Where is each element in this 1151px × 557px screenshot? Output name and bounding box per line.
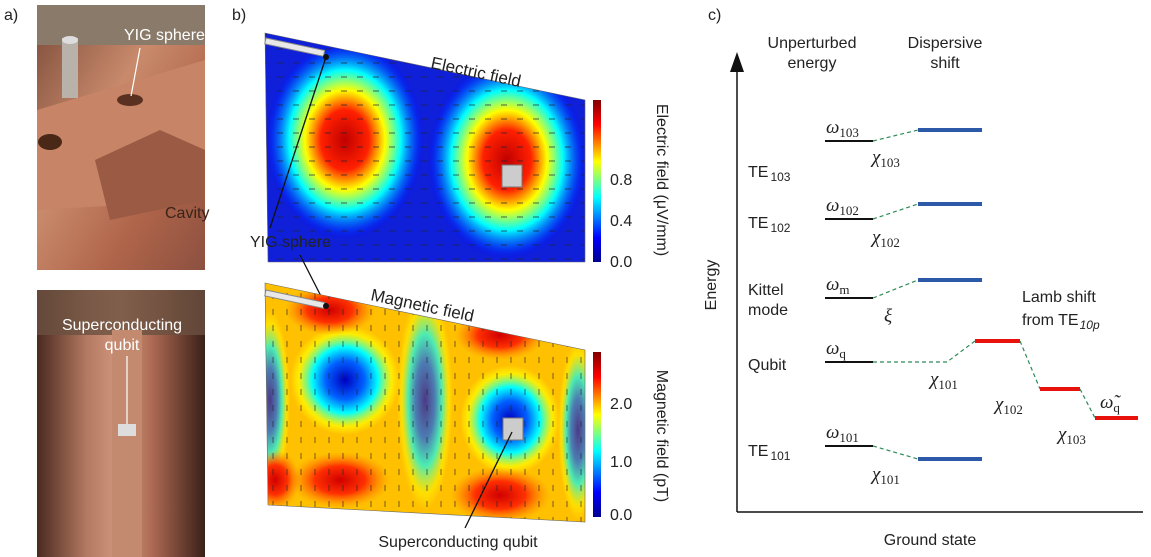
symbol: ω	[826, 422, 839, 443]
omega: ω101	[826, 422, 859, 445]
shift: χ103	[1056, 424, 1086, 447]
symbol-sub: 102	[880, 235, 900, 250]
annotation: Superconducting	[62, 317, 182, 334]
symbol: ω	[826, 195, 839, 216]
connector	[873, 130, 918, 141]
omega: ω103	[826, 117, 859, 140]
level-sub: 103	[770, 170, 790, 184]
yig-sphere	[323, 303, 329, 309]
panel-label: b)	[232, 7, 246, 24]
colorbar-label: Magnetic field (pT)	[653, 370, 670, 503]
shift: ξ	[884, 306, 893, 327]
connector	[1080, 389, 1095, 418]
shift: χ101	[928, 369, 958, 392]
symbol-sub: 103	[1066, 432, 1086, 447]
photo-cavity	[37, 5, 205, 270]
colorbar-label: Electric field (μV/mm)	[653, 104, 670, 256]
connector	[873, 341, 975, 362]
axis-label: Energy	[703, 260, 720, 311]
symbol: ω	[826, 274, 839, 295]
symbol-sub: 103	[880, 155, 900, 170]
colorbar-tick: 0.0	[610, 254, 632, 271]
symbol-sub: q	[1113, 400, 1120, 415]
panel-label: a)	[4, 7, 18, 24]
shift: χ103	[870, 147, 900, 170]
level-name: TE	[748, 164, 768, 181]
lamb-shift-label: from TE10p	[1022, 312, 1100, 332]
level-sub: 101	[770, 449, 790, 463]
symbol-sub: 103	[839, 125, 859, 140]
final-qubit: ω̃q	[1100, 392, 1121, 415]
column-header: Unperturbed	[768, 35, 857, 52]
symbol: χ	[870, 464, 881, 485]
symbol: ω	[826, 338, 839, 359]
symbol: χ	[870, 147, 881, 168]
connector	[1020, 341, 1040, 389]
colorbar	[593, 352, 601, 517]
connector	[873, 446, 918, 459]
annotation: Superconducting qubit	[378, 534, 538, 551]
magnetic-field-map	[250, 280, 598, 530]
symbol: χ	[993, 394, 1004, 415]
level-sub: 102	[770, 221, 790, 235]
panel-label: c)	[708, 7, 721, 24]
level-sub: 10p	[1080, 318, 1100, 332]
column-header: Dispersive	[908, 35, 983, 52]
symbol-sub: 101	[938, 377, 958, 392]
symbol-sub: 101	[839, 430, 859, 445]
colorbar-tick: 0.0	[610, 507, 632, 524]
colorbar	[593, 100, 601, 262]
lamb-shift-label: Lamb shift	[1022, 289, 1096, 306]
connector	[873, 280, 918, 298]
shift: χ102	[870, 227, 900, 250]
axis-arrow	[730, 52, 744, 72]
symbol-sub: q	[839, 346, 846, 361]
annotation: YIG sphere	[124, 27, 205, 44]
annotation: qubit	[105, 337, 140, 354]
level-name: mode	[748, 302, 788, 319]
axis-label: Ground state	[884, 532, 977, 549]
symbol-sub: 101	[880, 472, 900, 487]
symbol: χ	[1056, 424, 1067, 445]
colorbar-tick: 1.0	[610, 454, 632, 471]
annotation: YIG sphere	[250, 234, 331, 251]
symbol: χ	[870, 227, 881, 248]
omega: ωq	[826, 338, 846, 361]
level-name: Kittel	[748, 282, 784, 299]
figure: a) YIG sphere Cavity Superconducting qub…	[0, 0, 1151, 557]
level-name: Qubit	[748, 357, 787, 374]
symbol-sub: m	[839, 282, 849, 297]
shift: χ101	[870, 464, 900, 487]
symbol-sub: 102	[1003, 402, 1023, 417]
symbol: ω	[826, 117, 839, 138]
colorbar-tick: 0.8	[610, 172, 632, 189]
column-header: energy	[788, 55, 837, 72]
level-name: TE	[748, 443, 768, 460]
symbol: χ	[928, 369, 939, 390]
column-header: shift	[930, 55, 960, 72]
colorbar-tick: 2.0	[610, 396, 632, 413]
colorbar-tick: 0.4	[610, 213, 632, 230]
shift: χ102	[993, 394, 1023, 417]
level-name: TE	[748, 215, 768, 232]
lamb-shift-label: from TE	[1022, 312, 1079, 329]
omega: ω102	[826, 195, 859, 218]
symbol-sub: 102	[839, 203, 859, 218]
connector	[873, 204, 918, 219]
omega: ωm	[826, 274, 850, 297]
annotation: Cavity	[165, 205, 209, 222]
